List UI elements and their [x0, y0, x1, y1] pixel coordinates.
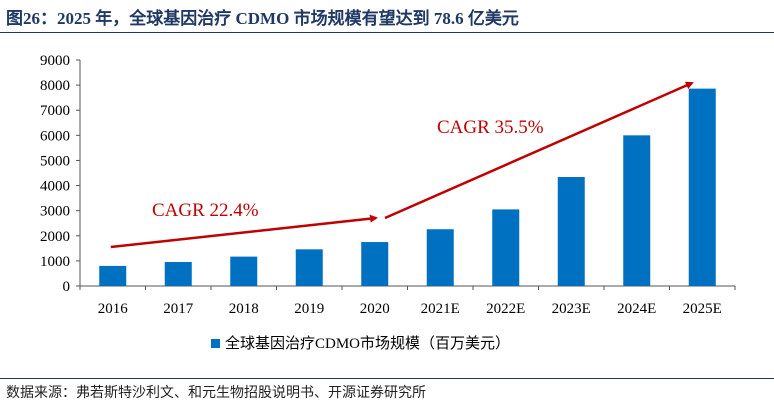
- bar-chart: 0 1000 2000 3000 4000 5000 6000 7000 8000 9000 201…: [40, 53, 736, 352]
- bar-2017: [164, 262, 192, 286]
- y-tick-label: 8000: [40, 78, 70, 94]
- bar-2018: [230, 256, 258, 286]
- y-tick-label: 2000: [40, 229, 70, 245]
- bar-2022E: [492, 209, 520, 286]
- y-tick-label: 3000: [40, 204, 70, 220]
- bar-2021E: [426, 229, 454, 286]
- bar-2020: [361, 242, 389, 286]
- cagr-arrow: [110, 214, 378, 249]
- x-tick-label: 2021E: [421, 301, 460, 317]
- bar-2024E: [623, 135, 651, 286]
- y-tick-label: 7000: [40, 103, 70, 119]
- legend-label: 全球基因治疗CDMO市场规模（百万美元）: [225, 334, 510, 352]
- cagr-arrow: [384, 81, 694, 220]
- y-tick-label: 4000: [40, 179, 70, 195]
- x-tick-label: 2022E: [486, 301, 525, 317]
- bar-2023E: [557, 177, 585, 286]
- bar-2016: [99, 265, 127, 286]
- cagr-label: CAGR 35.5%: [437, 117, 544, 138]
- source-note: 数据来源：弗若斯特沙利文、和元生物招股说明书、开源证券研究所: [6, 386, 426, 401]
- x-tick-label: 2017: [163, 301, 194, 317]
- y-tick-label: 0: [63, 279, 71, 295]
- x-tick-label: 2025E: [683, 301, 722, 317]
- x-tick-label: 2018: [229, 301, 259, 317]
- divider: [0, 378, 774, 379]
- bar-2019: [295, 249, 323, 286]
- x-tick-label: 2016: [98, 301, 129, 317]
- x-tick-label: 2024E: [617, 301, 656, 317]
- y-tick-label: 6000: [40, 128, 70, 144]
- y-tick-label: 9000: [40, 53, 70, 69]
- cagr-label: CAGR 22.4%: [152, 200, 259, 221]
- x-tick-label: 2020: [360, 301, 390, 317]
- y-tick-label: 1000: [40, 254, 70, 270]
- y-tick-label: 5000: [40, 153, 70, 169]
- legend-swatch: [211, 339, 220, 348]
- x-tick-label: 2019: [294, 301, 324, 317]
- divider: [0, 32, 774, 33]
- x-tick-label: 2023E: [552, 301, 591, 317]
- bar-2025E: [688, 88, 716, 286]
- figure-title: 图26：2025 年，全球基因治疗 CDMO 市场规模有望达到 78.6 亿美元: [6, 9, 519, 28]
